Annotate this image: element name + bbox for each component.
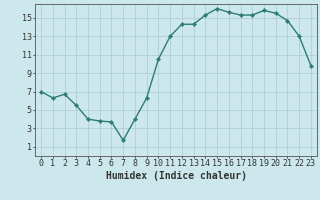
X-axis label: Humidex (Indice chaleur): Humidex (Indice chaleur) — [106, 171, 246, 181]
